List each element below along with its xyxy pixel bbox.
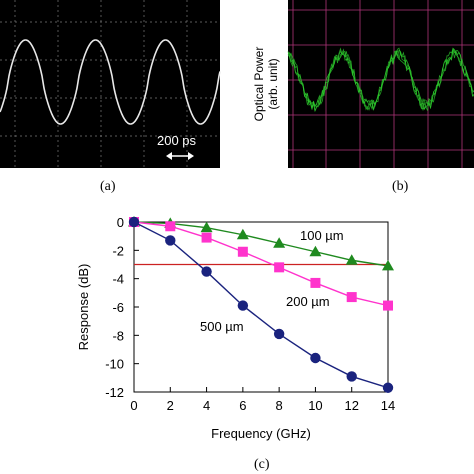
data-point (273, 328, 285, 340)
noise-trace (287, 47, 474, 111)
chart-series (128, 216, 394, 393)
y-tick-label: -2 (112, 243, 124, 258)
data-point (310, 352, 321, 364)
panel-a: 200 ps (a) (0, 0, 221, 194)
panel-a-label: (a) (100, 179, 116, 194)
panel-a-grid (0, 0, 220, 168)
data-point (201, 232, 212, 243)
x-tick-label: 14 (381, 398, 395, 413)
data-point (382, 259, 394, 271)
panel-a-scale-arrow (166, 152, 194, 160)
series-line (133, 221, 389, 389)
y-tick-label: -8 (112, 328, 124, 343)
y-tick-label: -10 (105, 357, 124, 372)
data-point (200, 221, 213, 233)
data-point (273, 237, 286, 248)
data-point (165, 235, 176, 246)
data-point (310, 277, 321, 288)
x-tick-label: 10 (308, 398, 322, 413)
series-line (133, 221, 389, 267)
data-point (346, 371, 357, 382)
y-tick-label: 0 (117, 215, 124, 230)
panel-b-waveform (287, 47, 474, 113)
data-point (165, 221, 176, 232)
series-line (133, 221, 389, 307)
series-annotation: 200 µm (286, 294, 330, 309)
panel-a-scale-label: 200 ps (157, 133, 197, 148)
x-tick-label: 6 (239, 398, 246, 413)
data-point (237, 246, 248, 257)
panel-b-ylabel-line2: (arb. unit) (266, 58, 280, 109)
y-tick-label: -6 (112, 300, 124, 315)
x-tick-label: 8 (276, 398, 283, 413)
panel-b-ylabel-line1: Optical Power (252, 47, 266, 122)
data-point (382, 382, 394, 393)
panel-b-screen (288, 0, 474, 168)
data-point (128, 216, 140, 228)
panel-b-grid (288, 0, 474, 168)
data-point (274, 262, 285, 273)
y-axis-label: Response (dB) (76, 264, 91, 351)
panel-c-label: (c) (254, 457, 270, 472)
data-point (383, 300, 393, 311)
data-point (237, 300, 249, 311)
noise-trace (287, 47, 474, 113)
data-point (345, 254, 358, 265)
chart-annotations: 100 µm 200 µm 500 µm (200, 228, 344, 334)
y-tick-label: -12 (105, 385, 124, 400)
panel-b-label: (b) (392, 179, 409, 194)
data-point (201, 266, 212, 277)
x-tick-label: 2 (167, 398, 174, 413)
x-axis-label: Frequency (GHz) (211, 426, 311, 441)
data-point (236, 228, 249, 240)
panel-c: 0 2 4 6 8 10 12 14 0 -2 -4 -6 -8 -10 -12 100 µm 200 µm 5… (76, 215, 395, 472)
panel-b: Optical Power (arb. unit) (b) (252, 0, 474, 194)
chart-axes: 0 2 4 6 8 10 12 14 0 -2 -4 -6 -8 -10 -12 (105, 215, 395, 413)
series-3 (128, 216, 394, 393)
x-tick-label: 12 (344, 398, 358, 413)
x-tick-label: 0 (130, 398, 137, 413)
series-annotation: 500 µm (200, 319, 244, 334)
y-tick-label: -4 (112, 272, 124, 287)
data-point (346, 292, 357, 303)
series-annotation: 100 µm (300, 228, 344, 243)
x-tick-label: 4 (203, 398, 210, 413)
data-point (309, 245, 322, 257)
panel-a-waveform (0, 39, 221, 125)
chart-plot-frame (133, 221, 389, 393)
